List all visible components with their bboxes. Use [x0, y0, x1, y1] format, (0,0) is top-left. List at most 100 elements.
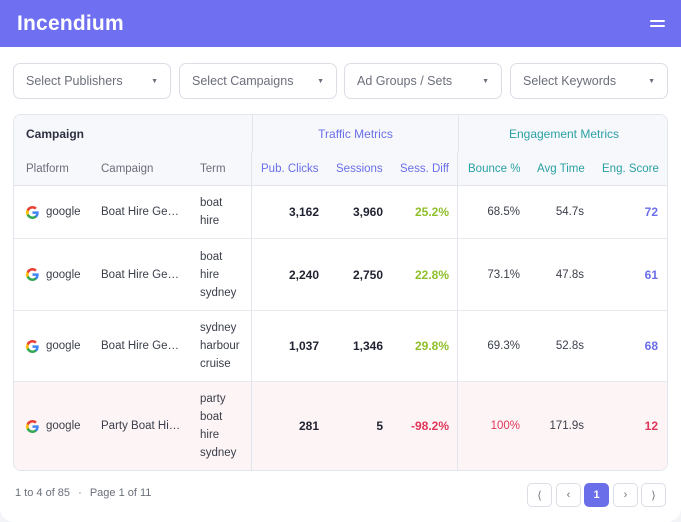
- band-campaign: Campaign: [14, 115, 252, 152]
- campaign-cell: Boat Hire Gen...: [101, 311, 181, 381]
- pub-clicks-value: 2,240: [288, 267, 319, 282]
- platform-cell: google: [26, 311, 81, 381]
- band-traffic-metrics: Traffic Metrics: [252, 115, 458, 152]
- platform-name: google: [46, 420, 81, 432]
- bounce-value: 69.3%: [487, 340, 520, 352]
- chevron-down-icon: ▼: [648, 77, 655, 85]
- platform-name: google: [46, 340, 81, 352]
- google-icon: [26, 339, 39, 353]
- table-column-header: Platform Campaign Term Pub. Clicks Sessi…: [14, 152, 667, 186]
- term-word: hire: [200, 268, 220, 281]
- col-bounce[interactable]: Bounce %: [468, 163, 521, 175]
- term-word: hire: [200, 429, 220, 441]
- table-row[interactable]: google Boat Hire Gen... boat hire 3,162 …: [14, 186, 667, 239]
- col-avg-time[interactable]: Avg Time: [537, 163, 585, 175]
- platform-name: google: [46, 206, 81, 218]
- term-cell: party boat hire sydney: [200, 382, 236, 470]
- table-row[interactable]: google Party Boat Hir... party boat hire…: [14, 382, 667, 470]
- sessions-value: 2,750: [352, 267, 383, 282]
- platform-cell: google: [26, 382, 81, 470]
- row-range: 1 to 4 of 85: [15, 487, 71, 499]
- term-word: party: [200, 393, 226, 405]
- campaign-cell: Boat Hire Gen...: [101, 239, 181, 310]
- google-icon: [26, 268, 39, 281]
- term-cell: boat hire: [200, 186, 222, 238]
- platform-cell: google: [26, 186, 81, 238]
- col-platform[interactable]: Platform: [26, 163, 69, 175]
- column-divider: [251, 152, 252, 470]
- keywords-select[interactable]: Select Keywords ▼: [510, 63, 668, 99]
- filter-bar: Select Publishers ▼ Select Campaigns ▼ A…: [13, 63, 668, 99]
- term-word: boat: [200, 411, 223, 423]
- sessions-value: 1,346: [352, 339, 383, 353]
- table-band-header: Campaign Traffic Metrics Engagement Metr…: [14, 115, 667, 152]
- chevron-down-icon: ▼: [482, 77, 489, 85]
- campaign-name: Boat Hire Gen...: [101, 268, 181, 281]
- col-sess-diff[interactable]: Sess. Diff: [400, 163, 449, 175]
- app-title: Incendium: [17, 11, 124, 35]
- ad-groups-select[interactable]: Ad Groups / Sets ▼: [344, 63, 502, 99]
- hamburger-menu-icon[interactable]: [650, 19, 665, 29]
- prev-page-button[interactable]: ‹: [556, 483, 581, 507]
- campaign-name: Party Boat Hir...: [101, 420, 181, 432]
- term-word: hire: [200, 215, 220, 227]
- page-indicator: Page 1 of 11: [89, 487, 152, 499]
- sess-diff-value: 29.8%: [414, 339, 449, 353]
- term-cell: boat hire sydney: [200, 239, 236, 310]
- app-header: Incendium: [0, 0, 681, 47]
- avg-time-value: 47.8s: [555, 268, 584, 281]
- term-word: boat: [200, 197, 223, 209]
- current-page-button[interactable]: 1: [584, 483, 609, 507]
- col-pub-clicks[interactable]: Pub. Clicks: [261, 163, 319, 175]
- avg-time-value: 171.9s: [549, 420, 584, 432]
- term-word: boat: [200, 250, 223, 263]
- campaign-name: Boat Hire Gen...: [101, 340, 181, 352]
- eng-score-value: 72: [644, 205, 658, 219]
- avg-time-value: 52.8s: [555, 340, 584, 352]
- pub-clicks-value: 3,162: [288, 205, 319, 219]
- sess-diff-value: 25.2%: [414, 205, 449, 219]
- last-page-button[interactable]: ⟩: [641, 483, 666, 507]
- sess-diff-value: 22.8%: [414, 267, 449, 282]
- term-word: sydney: [200, 286, 237, 299]
- sessions-value: 5: [376, 419, 383, 433]
- campaigns-select[interactable]: Select Campaigns ▼: [179, 63, 337, 99]
- table-row[interactable]: google Boat Hire Gen... boat hire sydney…: [14, 239, 667, 311]
- bounce-value: 73.1%: [487, 268, 520, 281]
- google-icon: [26, 205, 39, 219]
- sess-diff-value: -98.2%: [410, 419, 449, 433]
- next-page-button[interactable]: ›: [613, 483, 638, 507]
- platform-name: google: [46, 268, 81, 281]
- band-engagement-metrics: Engagement Metrics: [458, 115, 667, 152]
- campaign-table: Campaign Traffic Metrics Engagement Metr…: [13, 114, 668, 471]
- eng-score-value: 68: [644, 339, 658, 353]
- term-word: cruise: [200, 358, 231, 370]
- campaign-cell: Boat Hire Gen...: [101, 186, 181, 238]
- table-row[interactable]: google Boat Hire Gen... sydney harbour c…: [14, 311, 667, 382]
- publishers-select-label: Select Publishers: [26, 74, 123, 88]
- term-word: sydney: [200, 322, 237, 334]
- google-icon: [26, 419, 39, 433]
- col-eng-score[interactable]: Eng. Score: [602, 163, 659, 175]
- chevron-down-icon: ▼: [317, 77, 324, 85]
- report-card: Select Publishers ▼ Select Campaigns ▼ A…: [0, 47, 681, 522]
- campaigns-select-label: Select Campaigns: [192, 74, 294, 88]
- bounce-value: 68.5%: [487, 206, 520, 218]
- eng-score-value: 12: [644, 419, 658, 433]
- first-page-button[interactable]: ⟨: [527, 483, 552, 507]
- bounce-value: 100%: [490, 420, 520, 432]
- avg-time-value: 54.7s: [555, 206, 584, 218]
- col-sessions[interactable]: Sessions: [336, 163, 383, 175]
- pub-clicks-value: 281: [298, 419, 319, 433]
- chevron-down-icon: ▼: [151, 77, 158, 85]
- pagination-info: 1 to 4 of 85 · Page 1 of 11: [15, 487, 151, 499]
- column-divider: [457, 152, 458, 470]
- publishers-select[interactable]: Select Publishers ▼: [13, 63, 171, 99]
- campaign-cell: Party Boat Hir...: [101, 382, 181, 470]
- col-term[interactable]: Term: [200, 163, 226, 175]
- platform-cell: google: [26, 239, 81, 310]
- info-separator: ·: [78, 487, 82, 499]
- col-campaign[interactable]: Campaign: [101, 163, 154, 175]
- keywords-select-label: Select Keywords: [523, 74, 617, 88]
- term-word: sydney: [200, 447, 237, 459]
